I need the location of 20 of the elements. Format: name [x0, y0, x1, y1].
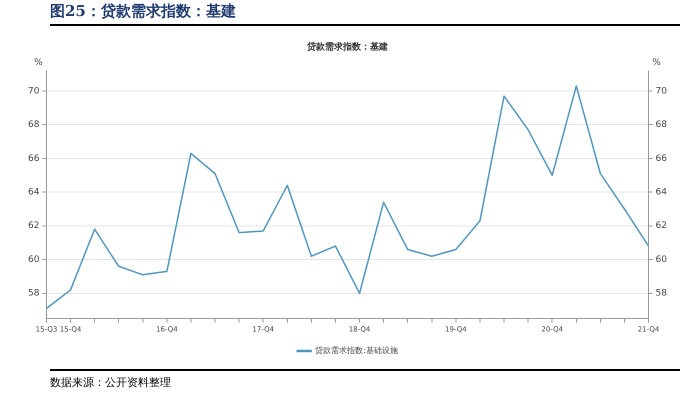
- y-tick-label: 62: [28, 221, 40, 232]
- y-tick-label: 66: [28, 154, 40, 164]
- chart-subtitle: 贷款需求指数：基建: [306, 42, 388, 53]
- y-axis-title: %: [34, 58, 44, 68]
- y2-tick-label: 70: [656, 86, 668, 96]
- y-tick-label: 60: [28, 254, 40, 265]
- y-tick-label: 70: [28, 86, 40, 96]
- y2-axis-title: %: [652, 58, 662, 68]
- y-tick-label: 64: [28, 188, 40, 198]
- y2-tick-label: 64: [656, 188, 668, 198]
- y2-tick-label: 60: [656, 254, 668, 265]
- y2-tick-label: 68: [656, 120, 668, 130]
- chart-title: 图25：贷款需求指数：基建: [50, 2, 680, 26]
- y2-tick-label: 58: [656, 288, 668, 299]
- legend-label: 贷款需求指数:基础设施: [315, 346, 398, 356]
- y-tick-label: 58: [28, 288, 40, 299]
- source-note: 数据来源：公开资料整理: [50, 369, 680, 390]
- y-tick-label: 68: [28, 120, 40, 130]
- y2-tick-label: 66: [656, 154, 668, 164]
- y2-tick-label: 62: [656, 221, 667, 232]
